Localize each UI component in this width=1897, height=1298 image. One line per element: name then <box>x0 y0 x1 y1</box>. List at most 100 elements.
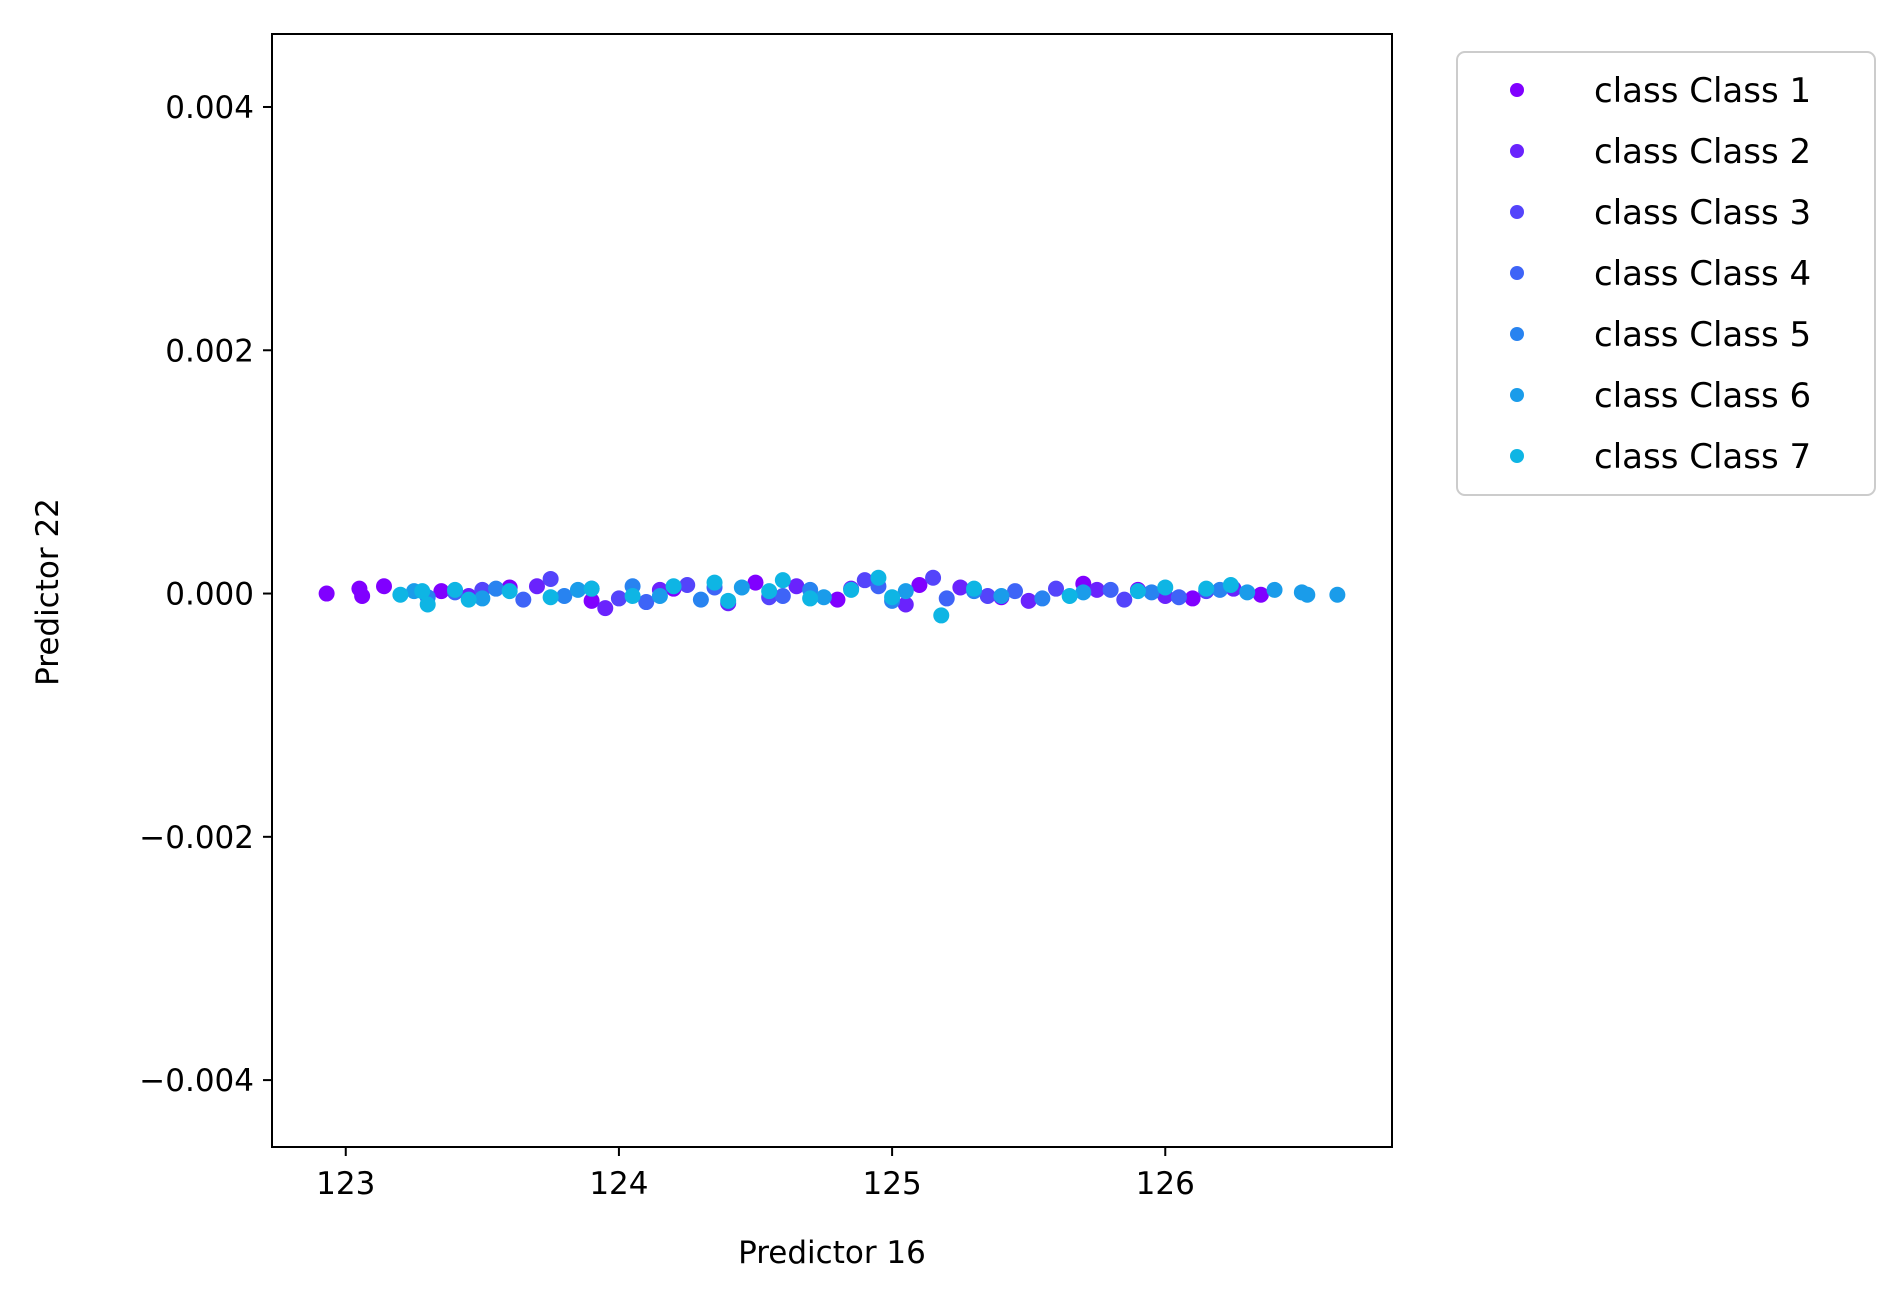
legend-marker <box>1510 449 1524 463</box>
legend-label: class Class 7 <box>1594 437 1811 477</box>
legend-label: class Class 2 <box>1594 132 1811 172</box>
x-tick-label: 126 <box>1136 1166 1195 1202</box>
data-point-series-3 <box>610 590 627 607</box>
data-point-series-1 <box>747 574 764 591</box>
y-axis-ticks: −0.004 −0.002 0.000 0.002 0.004 <box>139 90 272 1099</box>
data-point-series-1 <box>433 583 450 600</box>
data-point-series-5 <box>692 591 709 608</box>
data-point-series-4 <box>1102 581 1119 598</box>
legend-marker <box>1510 266 1524 280</box>
data-point-series-2 <box>897 596 914 613</box>
data-point-series-7 <box>460 591 477 608</box>
x-tick-label: 124 <box>589 1166 648 1202</box>
data-point-series-4 <box>515 591 532 608</box>
data-point-series-4 <box>1007 583 1024 600</box>
data-point-series-6 <box>733 579 750 596</box>
data-point-series-7 <box>419 596 436 613</box>
data-point-series-2 <box>1020 592 1037 609</box>
data-point-series-1 <box>1252 586 1269 603</box>
data-point-series-3 <box>679 577 696 594</box>
data-point-series-2 <box>952 579 969 596</box>
data-point-series-6 <box>1299 586 1316 603</box>
data-point-series-7 <box>843 581 860 598</box>
data-point-series-6 <box>1239 584 1256 601</box>
data-point-series-7 <box>933 607 950 624</box>
data-point-series-6 <box>815 589 832 606</box>
data-point-series-2 <box>788 578 805 595</box>
x-axis-label: Predictor 16 <box>738 1235 926 1271</box>
legend-marker <box>1510 144 1524 158</box>
x-tick-label: 123 <box>316 1166 375 1202</box>
y-tick-label: −0.004 <box>139 1063 254 1099</box>
data-point-series-5 <box>1143 584 1160 601</box>
data-point-series-7 <box>966 580 983 597</box>
x-tick-label: 125 <box>863 1166 922 1202</box>
data-point-series-2 <box>597 600 614 617</box>
data-point-series-4 <box>638 594 655 611</box>
legend-marker <box>1510 388 1524 402</box>
data-point-series-7 <box>501 583 518 600</box>
data-point-series-1 <box>354 587 371 604</box>
data-point-series-5 <box>1034 590 1051 607</box>
data-point-series-6 <box>1266 581 1283 598</box>
plot-frame <box>271 33 1393 1148</box>
data-point-series-7 <box>706 574 723 591</box>
legend: class Class 1 class Class 2 class Class 3 c… <box>1456 51 1876 496</box>
y-tick-label: 0.000 <box>165 577 254 613</box>
legend-label: class Class 1 <box>1594 71 1811 111</box>
legend-label: class Class 5 <box>1594 315 1811 355</box>
scatter-points <box>318 569 1346 624</box>
legend-label: class Class 4 <box>1594 254 1811 294</box>
legend-entries: class Class 1 class Class 2 class Class 3 c… <box>1510 71 1811 477</box>
data-point-series-7 <box>870 569 887 586</box>
data-point-series-6 <box>474 590 491 607</box>
data-point-series-7 <box>884 589 901 606</box>
data-point-series-7 <box>1198 580 1215 597</box>
legend-frame <box>1456 51 1876 496</box>
data-point-series-4 <box>1170 589 1187 606</box>
data-point-series-3 <box>925 569 942 586</box>
data-point-series-7 <box>542 589 559 606</box>
data-point-series-7 <box>1222 577 1239 594</box>
y-tick-label: −0.002 <box>139 820 254 856</box>
data-point-series-6 <box>569 581 586 598</box>
data-point-series-3 <box>542 570 559 587</box>
data-point-series-3 <box>1048 580 1064 597</box>
data-point-series-7 <box>392 586 409 603</box>
y-axis-label: Predictor 22 <box>30 498 66 686</box>
data-point-series-4 <box>774 587 791 604</box>
data-point-series-7 <box>665 578 682 595</box>
data-point-series-1 <box>1184 590 1201 607</box>
legend-marker <box>1510 205 1524 219</box>
y-tick-label: 0.004 <box>165 90 254 126</box>
data-point-series-5 <box>488 580 504 597</box>
x-axis-ticks: 123 124 125 126 <box>316 1147 1195 1202</box>
data-point-series-6 <box>897 583 914 600</box>
data-point-series-6 <box>1075 584 1092 601</box>
data-point-series-4 <box>938 590 955 607</box>
data-point-series-1 <box>829 591 846 608</box>
data-point-series-6 <box>993 587 1010 604</box>
data-point-series-7 <box>583 580 600 597</box>
y-tick-label: 0.002 <box>165 333 254 369</box>
data-point-series-1 <box>911 577 928 594</box>
legend-label: class Class 3 <box>1594 193 1811 233</box>
data-point-series-7 <box>414 583 431 600</box>
data-point-series-7 <box>720 592 737 609</box>
data-point-series-7 <box>774 572 791 589</box>
data-point-series-3 <box>979 587 996 604</box>
data-point-series-7 <box>624 587 641 604</box>
data-point-series-7 <box>761 583 778 600</box>
data-point-series-7 <box>1061 587 1078 604</box>
data-point-series-1 <box>583 592 600 609</box>
data-point-series-5 <box>556 587 573 604</box>
data-point-series-7 <box>1129 583 1146 600</box>
data-point-series-2 <box>1088 581 1105 598</box>
data-point-series-3 <box>856 572 873 589</box>
data-point-series-6 <box>1329 586 1346 603</box>
data-point-series-1 <box>376 578 392 595</box>
legend-marker <box>1510 327 1524 341</box>
data-point-series-7 <box>802 590 819 607</box>
data-point-series-2 <box>528 578 545 595</box>
